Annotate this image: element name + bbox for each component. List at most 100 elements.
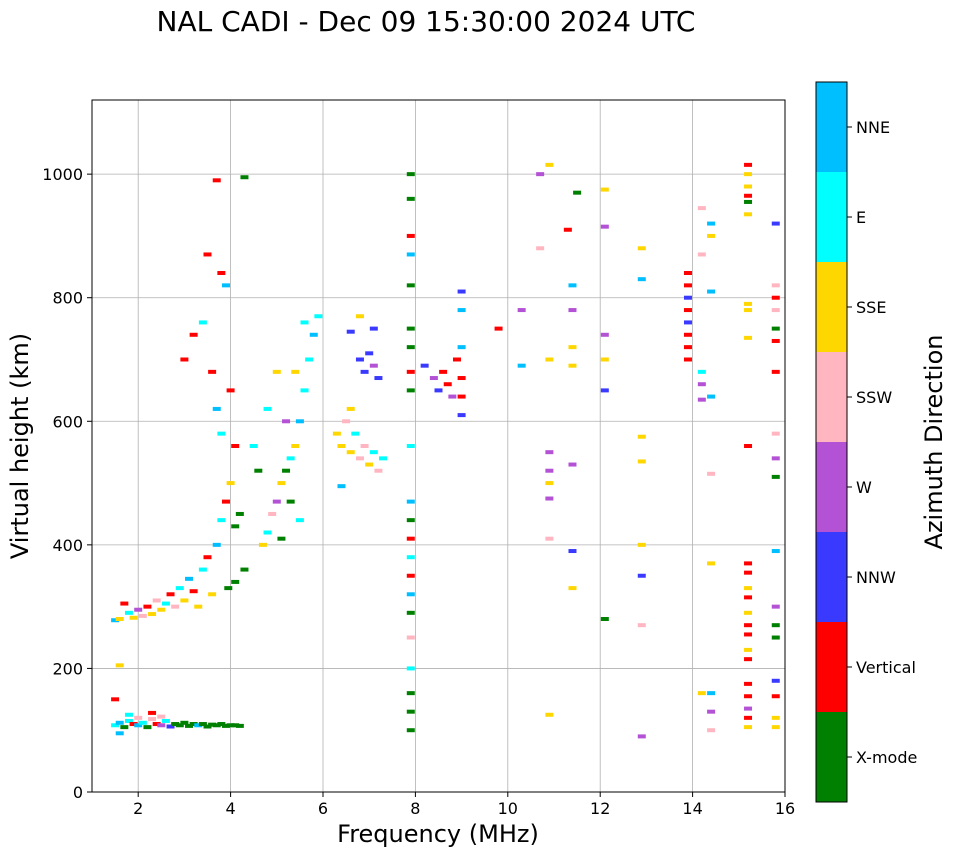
colorbar: X-mode Vertical NNW W SSW SSE E NNE <box>815 81 917 803</box>
echo-point <box>314 314 323 319</box>
echo-point <box>771 725 780 730</box>
echo-point <box>573 190 582 195</box>
echo-point <box>434 388 443 393</box>
echo-point <box>148 612 157 617</box>
echo-point <box>369 450 378 455</box>
echo-point <box>203 555 212 560</box>
echo-point <box>600 332 609 337</box>
echo-point <box>707 394 716 399</box>
echo-point <box>138 613 147 618</box>
colorbar-segment <box>816 442 847 532</box>
colorbar-label: W <box>856 478 872 497</box>
echo-point <box>134 607 143 612</box>
echo-point <box>568 363 577 368</box>
echo-point <box>406 610 415 615</box>
echo-point <box>744 335 753 340</box>
echo-point <box>365 351 374 356</box>
echo-point <box>744 632 753 637</box>
echo-point <box>744 586 753 591</box>
colorbar-label: SSE <box>856 298 886 317</box>
echo-point <box>180 598 189 603</box>
echo-point <box>152 722 161 727</box>
echo-point <box>545 162 554 167</box>
echo-point <box>120 601 129 606</box>
echo-point <box>697 397 706 402</box>
x-tick-label: 10 <box>498 799 518 818</box>
echo-point <box>258 542 267 547</box>
echo-point <box>369 326 378 331</box>
y-axis-label: Virtual height (km) <box>6 333 34 559</box>
echo-point <box>355 357 364 362</box>
echo-point <box>111 697 120 702</box>
echo-point <box>637 542 646 547</box>
echo-point <box>129 722 138 727</box>
echo-point <box>683 271 692 275</box>
echo-point <box>157 714 166 719</box>
echo-point <box>282 419 291 424</box>
axis-ticks: 2 4 6 8 10 12 14 16 0 200 400 600 800 1000 <box>42 165 795 818</box>
x-tick-label: 8 <box>410 799 420 818</box>
echo-point <box>406 592 415 597</box>
echo-point <box>185 723 194 728</box>
echo-point <box>342 419 351 424</box>
echo-point <box>683 308 692 313</box>
echo-point <box>683 345 692 350</box>
echo-point <box>406 369 415 374</box>
echo-point <box>406 555 415 560</box>
echo-point <box>406 233 415 238</box>
echo-point <box>771 474 780 479</box>
echo-point <box>697 369 706 374</box>
echo-point <box>286 456 295 461</box>
echo-point <box>235 511 244 516</box>
echo-point <box>406 499 415 504</box>
echo-point <box>351 431 360 436</box>
echo-point <box>124 712 133 717</box>
colorbar-segment <box>816 532 847 622</box>
echo-point <box>360 369 369 374</box>
echo-point <box>744 162 753 167</box>
echo-point <box>744 694 753 699</box>
x-tick-label: 12 <box>590 799 610 818</box>
echo-point <box>240 175 249 180</box>
echo-point <box>744 172 753 177</box>
echo-point <box>707 221 716 226</box>
colorbar-segment <box>816 712 847 802</box>
echo-point <box>161 718 170 723</box>
echo-point <box>203 252 212 257</box>
echo-point <box>406 709 415 714</box>
echo-point <box>166 724 175 729</box>
echo-point <box>374 468 383 473</box>
echo-point <box>600 617 609 621</box>
echo-point <box>277 536 286 541</box>
echo-point <box>536 172 545 177</box>
echo-point <box>171 722 180 727</box>
echo-point <box>448 394 457 399</box>
echo-point <box>406 444 415 448</box>
colorbar-label: X-mode <box>856 748 917 767</box>
echo-point <box>568 462 577 467</box>
echo-point <box>212 406 221 411</box>
echo-point <box>272 499 281 504</box>
echo-point <box>355 456 364 461</box>
echo-point <box>637 734 646 739</box>
echo-point <box>115 731 124 736</box>
echo-point <box>771 338 780 343</box>
echo-point <box>337 444 346 448</box>
echo-point <box>683 295 692 300</box>
echo-point <box>198 567 207 572</box>
y-tick-label: 200 <box>52 659 83 678</box>
echo-point <box>355 314 364 319</box>
echo-point <box>420 363 429 368</box>
echo-point <box>203 724 212 729</box>
echo-point <box>124 718 133 723</box>
echo-point <box>189 589 198 594</box>
echo-point <box>369 363 378 368</box>
echo-point <box>744 657 753 662</box>
echo-point <box>457 345 466 350</box>
echo-point <box>254 468 263 473</box>
echo-point <box>217 271 226 275</box>
y-tick-label: 800 <box>52 289 83 308</box>
echo-point <box>637 246 646 251</box>
echo-point <box>637 434 646 439</box>
echo-point <box>235 723 244 728</box>
